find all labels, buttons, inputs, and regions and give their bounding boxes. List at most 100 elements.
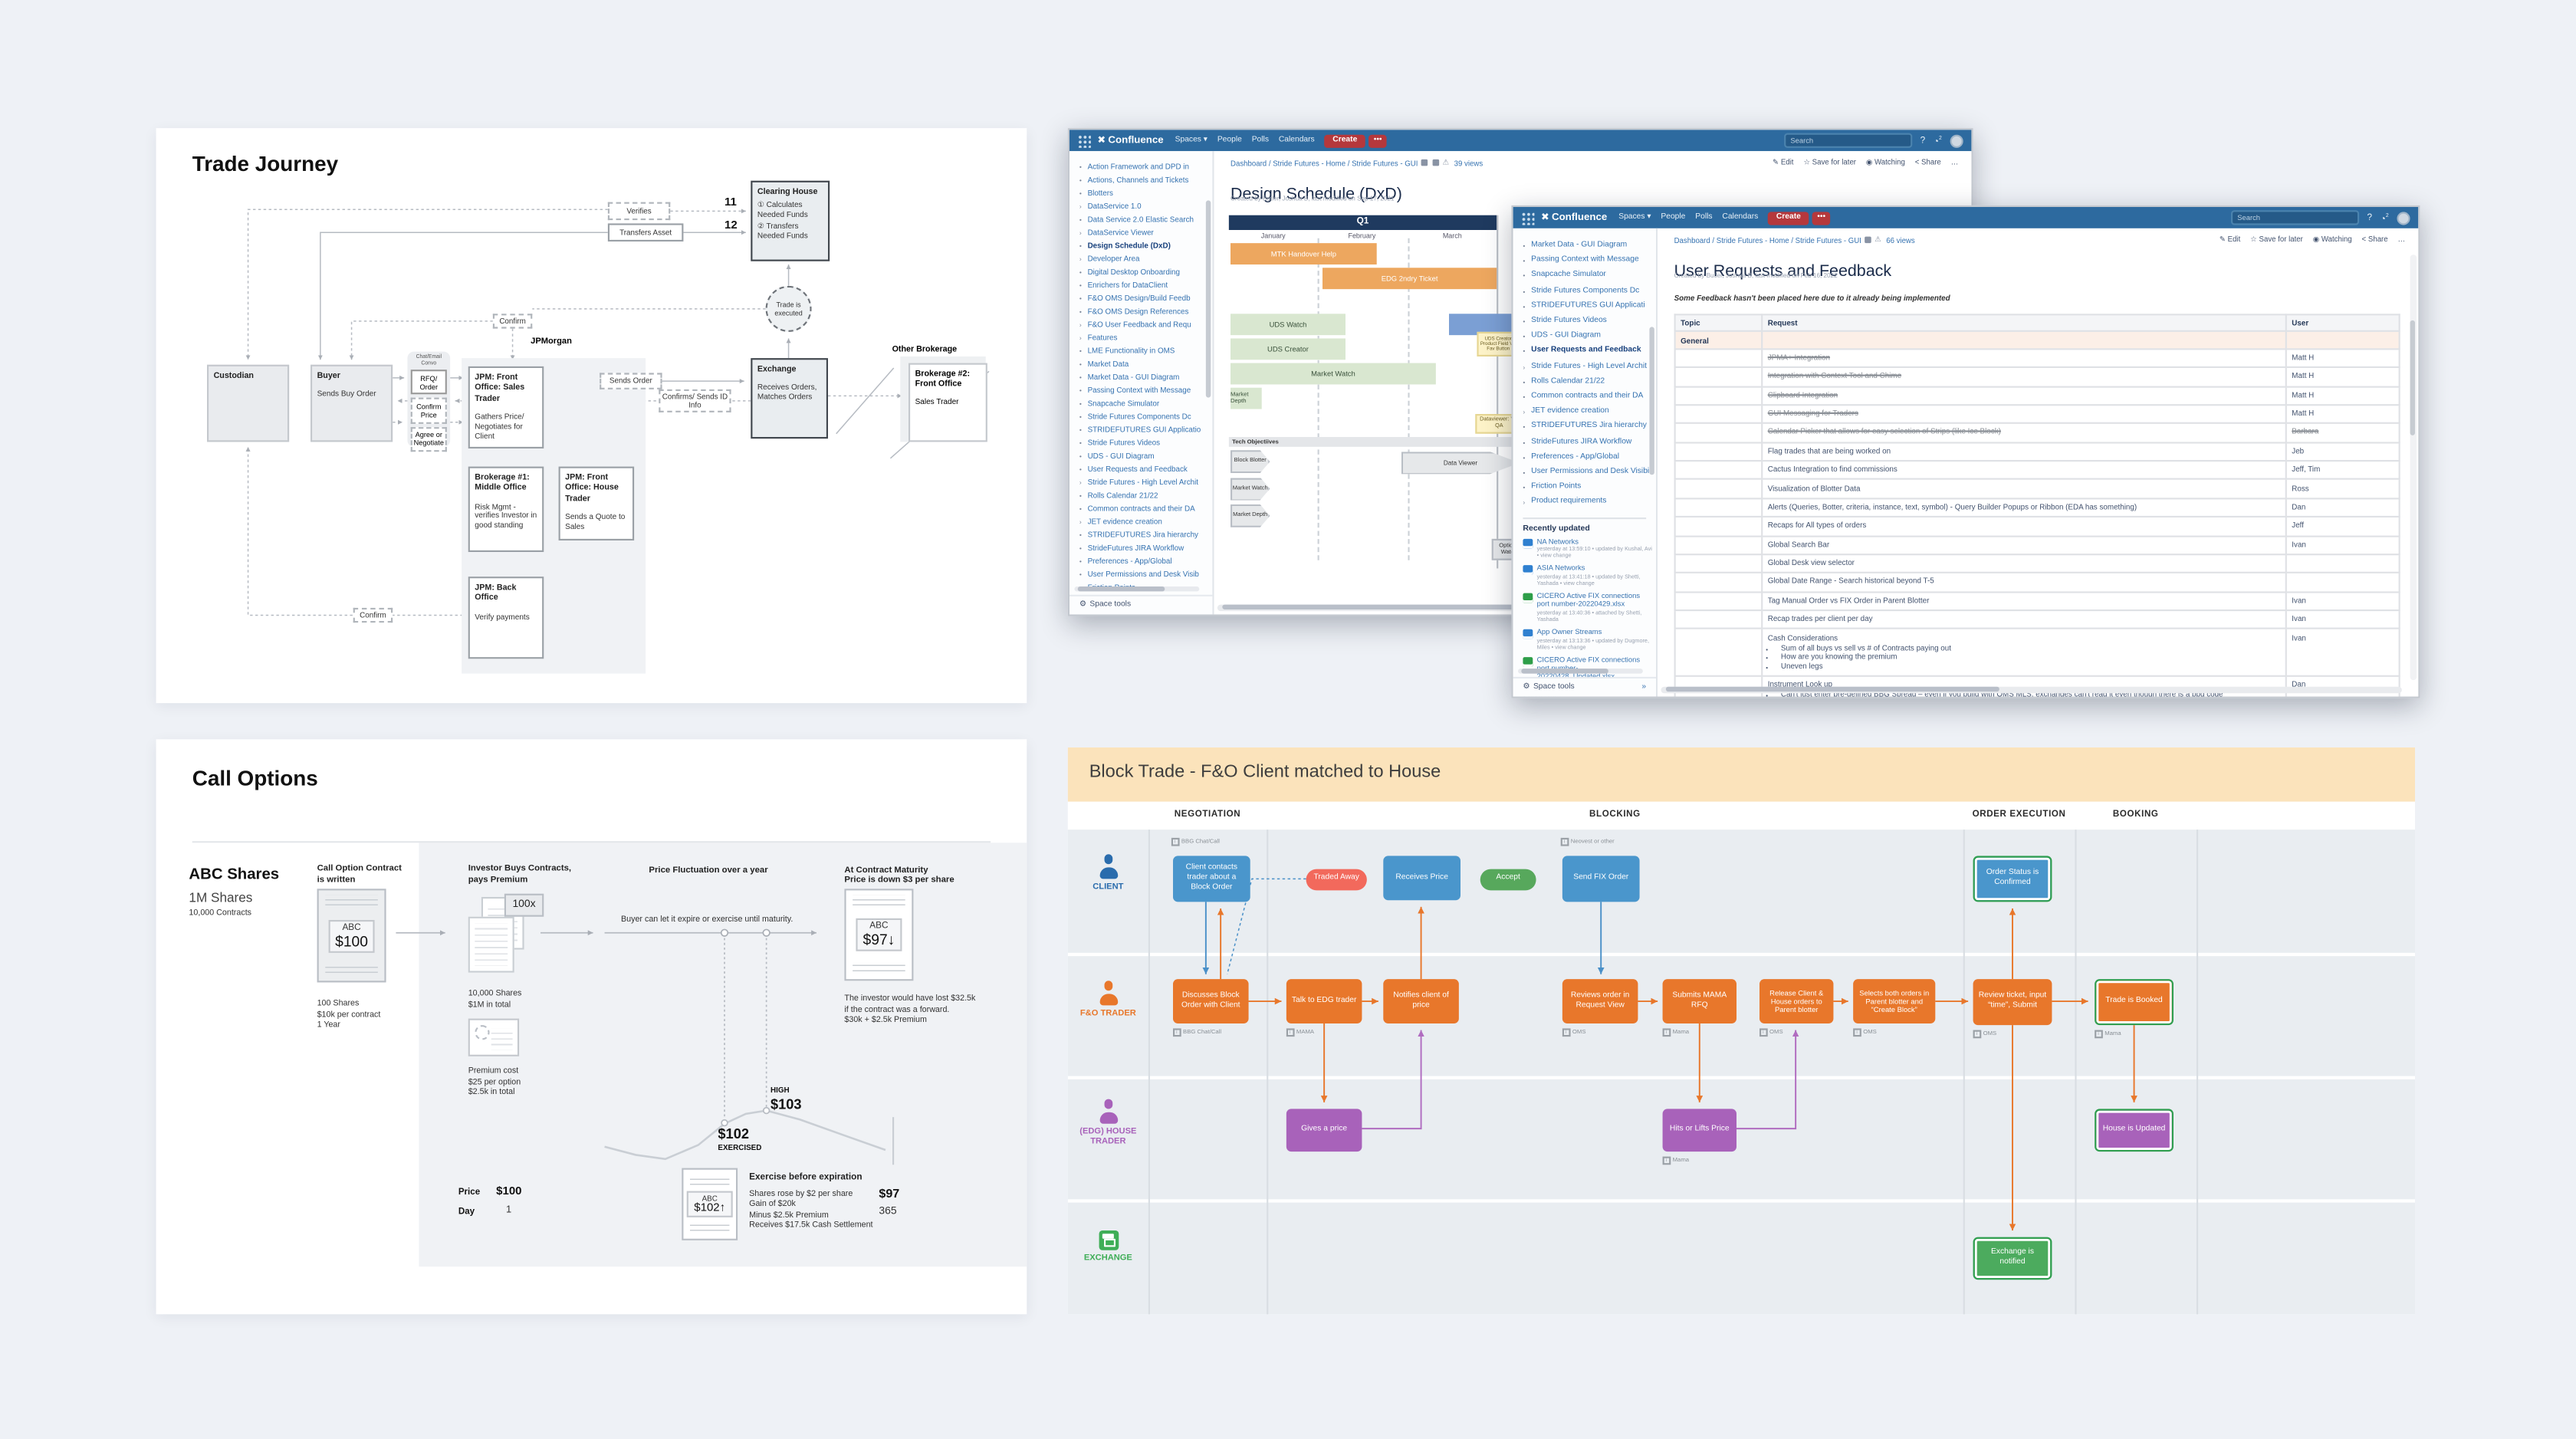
sidebar-item[interactable]: › Product requirements (1523, 495, 1652, 511)
gantt-bar-market-watch[interactable]: Market Watch (1230, 363, 1436, 385)
share-button[interactable]: < Share (2361, 235, 2388, 244)
sidebar-item[interactable]: • Market Data - GUI Diagram (1079, 371, 1209, 384)
sidebar-item[interactable]: • Common contracts and their DA (1079, 503, 1209, 516)
create-button[interactable]: Create (1324, 133, 1366, 147)
gantt-bar-uds-creator[interactable]: UDS Creator (1230, 338, 1346, 360)
sidebar-item[interactable]: • Passing Context with Message (1079, 384, 1209, 397)
bell-icon[interactable]: ◔2 (2380, 211, 2389, 225)
watching-button[interactable]: ◉ Watching (2312, 235, 2352, 244)
chevron-block-blotter[interactable]: Block Blotter (1230, 450, 1270, 474)
sidebar-item[interactable]: • Rolls Calendar 21/22 (1079, 490, 1209, 503)
sidebar-item[interactable]: › JET evidence creation (1523, 405, 1652, 420)
sidebar-item[interactable]: • STRIDEFUTURES Jira hierarchy (1523, 419, 1652, 435)
step-release-orders[interactable]: Release Client & House orders to Parent … (1760, 979, 1834, 1023)
space-tools[interactable]: ⚙ Space tools (1070, 594, 1213, 615)
avatar[interactable] (2397, 211, 2410, 225)
recently-updated-item[interactable]: App Owner Streams yesterday at 13:13:36 •… (1523, 628, 1652, 651)
bell-icon[interactable]: ◔2 (1933, 133, 1942, 147)
step-review-ticket[interactable]: Review ticket, input “time”, Submit (1973, 979, 2052, 1026)
sidebar-item[interactable]: • Data Service 2.0 Elastic Search (1079, 214, 1209, 227)
sidebar-item[interactable]: • F&O OMS Design References (1079, 306, 1209, 319)
sidebar-item[interactable]: • Blotters (1079, 187, 1209, 200)
step-hits-or-lifts[interactable]: Hits or Lifts Price (1662, 1109, 1737, 1152)
step-reviews-order[interactable]: Reviews order in Request View (1562, 979, 1638, 1023)
step-selects-orders[interactable]: Selects both orders in Parent blotter an… (1853, 979, 1936, 1023)
column-header-request[interactable]: Request (1761, 314, 2287, 333)
sidebar-item[interactable]: • Market Data - GUI Diagram (1523, 238, 1652, 254)
sidebar-item[interactable]: •Friction Points (1523, 480, 1652, 495)
sidebar-item[interactable]: • Passing Context with Message (1523, 253, 1652, 268)
views-link[interactable]: 39 views (1454, 158, 1484, 167)
step-submits-mama-rfq[interactable]: Submits MAMA RFQ (1662, 979, 1737, 1023)
sidebar-item[interactable]: • STRIDEFUTURES Jira hierarchy (1079, 529, 1209, 542)
sidebar-scrollbar[interactable] (1205, 200, 1211, 398)
create-more-button[interactable]: ••• (1368, 133, 1387, 147)
step-receives-price[interactable]: Receives Price (1383, 856, 1460, 901)
step-traded-away[interactable]: Traded Away (1306, 868, 1367, 890)
sidebar-item[interactable]: › Features (1079, 332, 1209, 345)
sidebar-item[interactable]: • Stride Futures Components Dc (1523, 284, 1652, 299)
sidebar-item[interactable]: • Enrichers for DataClient (1079, 279, 1209, 292)
nav-item[interactable]: Spaces ▾ (1618, 213, 1651, 222)
nav-item[interactable]: Polls (1695, 213, 1713, 222)
nav-item[interactable]: Polls (1251, 136, 1269, 145)
nav-item[interactable]: Calendars (1722, 213, 1759, 222)
gantt-bar-uds-watch[interactable]: UDS Watch (1230, 314, 1346, 336)
space-tools[interactable]: ⚙ Space tools» (1513, 676, 1656, 697)
watching-button[interactable]: ◉ Watching (1865, 157, 1905, 166)
sidebar-item[interactable]: • StrideFutures JIRA Workflow (1079, 542, 1209, 555)
gantt-bar-edg[interactable]: EDG 2ndry Ticket (1322, 268, 1497, 290)
step-gives-a-price[interactable]: Gives a price (1286, 1109, 1362, 1152)
sidebar-item[interactable]: • User Requests and Feedback (1079, 463, 1209, 476)
step-accept[interactable]: Accept (1480, 868, 1536, 890)
sidebar-item[interactable]: • Stride Futures Components Dc (1079, 411, 1209, 424)
breadcrumb[interactable]: Dashboard / Stride Futures - Home / Stri… (1674, 235, 1861, 245)
share-button[interactable]: < Share (1914, 157, 1941, 166)
sidebar-item[interactable]: • Market Data (1079, 358, 1209, 371)
more-actions-button[interactable]: … (1950, 157, 1959, 166)
step-talk-to-edg[interactable]: Talk to EDG trader (1286, 979, 1362, 1023)
column-header-user[interactable]: User (2285, 314, 2400, 333)
app-grid-icon[interactable] (1077, 133, 1091, 147)
column-header-topic[interactable]: Topic (1674, 314, 1763, 333)
sidebar-item[interactable]: • UDS - GUI Diagram (1523, 329, 1652, 344)
sidebar-item[interactable]: • Action Framework and DPD in (1079, 161, 1209, 174)
edit-button[interactable]: ✎ Edit (2219, 235, 2241, 244)
recently-updated-item[interactable]: ASIA Networks yesterday at 13:41:18 • upd… (1523, 564, 1652, 587)
recently-updated-item[interactable]: CICERO Active FIX connections port numbe… (1523, 592, 1652, 623)
gantt-bar-market-depth[interactable]: Market Depth (1230, 387, 1262, 409)
create-button[interactable]: Create (1768, 211, 1809, 225)
step-house-is-updated[interactable]: House is Updated (2095, 1109, 2174, 1152)
sidebar-item[interactable]: • LME Functionality in OMS (1079, 345, 1209, 358)
sidebar-item[interactable]: • Preferences - App/Global (1523, 450, 1652, 465)
nav-item[interactable]: Calendars (1278, 136, 1315, 145)
sidebar-item[interactable]: • Actions, Channels and Tickets (1079, 174, 1209, 187)
collapse-icon[interactable]: » (1641, 683, 1647, 692)
nav-item[interactable]: People (1661, 213, 1686, 222)
sidebar-item[interactable]: • Design Schedule (DxD) (1079, 240, 1209, 253)
sidebar-item[interactable]: • Digital Desktop Onboarding (1079, 266, 1209, 279)
sidebar-item[interactable]: • Stride Futures Videos (1079, 437, 1209, 450)
vertical-scrollbar[interactable] (2409, 255, 2417, 681)
sidebar-item[interactable]: › F&O User Feedback and Requ (1079, 319, 1209, 332)
edit-button[interactable]: ✎ Edit (1773, 157, 1794, 166)
sidebar-item[interactable]: • F&O OMS Design/Build Feedb (1079, 292, 1209, 305)
sidebar-item[interactable]: › JET evidence creation (1079, 516, 1209, 529)
step-order-status-confirmed[interactable]: Order Status is Confirmed (1973, 856, 2052, 902)
recently-updated-item[interactable]: NA Networks yesterday at 13:59:10 • updat… (1523, 537, 1652, 560)
nav-item[interactable]: Spaces ▾ (1175, 136, 1208, 145)
breadcrumb[interactable]: Dashboard / Stride Futures - Home / Stri… (1230, 158, 1418, 167)
sidebar-item[interactable]: › DataService Viewer (1079, 227, 1209, 240)
sidebar-item[interactable]: • Rolls Calendar 21/22 (1523, 374, 1652, 389)
sidebar-item[interactable]: • User Requests and Feedback (1523, 344, 1652, 360)
sidebar-item[interactable]: › Stride Futures - High Level Archit (1079, 476, 1209, 489)
more-actions-button[interactable]: … (2397, 235, 2406, 244)
save-for-later-button[interactable]: ☆ Save for later (1803, 157, 1857, 166)
help-icon[interactable]: ? (1920, 135, 1926, 146)
create-more-button[interactable]: ••• (1812, 211, 1831, 225)
sidebar-item[interactable]: • User Permissions and Desk Visibi (1523, 465, 1652, 481)
sidebar-hscrollbar[interactable] (1517, 668, 1643, 674)
search-input[interactable] (2230, 210, 2359, 225)
confluence-logo[interactable]: ✖ Confluence (1097, 134, 1164, 146)
save-for-later-button[interactable]: ☆ Save for later (2250, 235, 2303, 244)
